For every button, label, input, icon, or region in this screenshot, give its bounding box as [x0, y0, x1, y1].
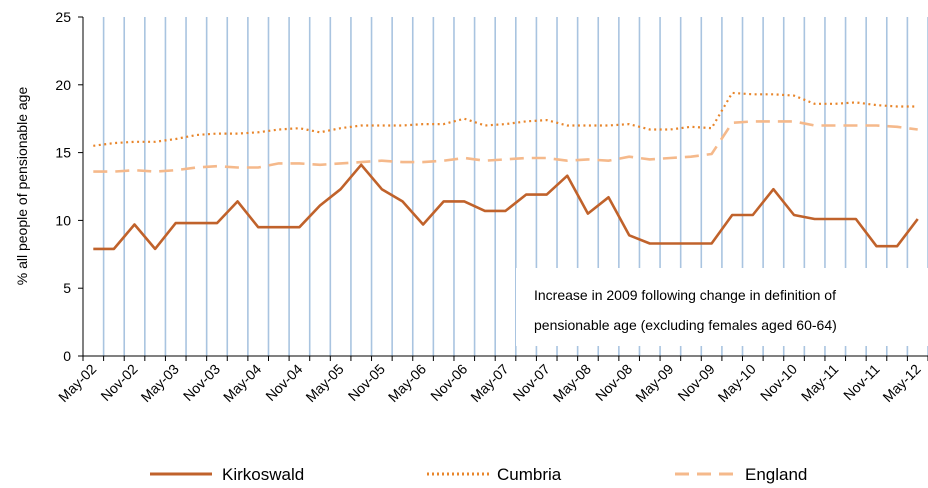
- x-tick-label: Nov-11: [840, 361, 883, 404]
- x-tick-label: May-06: [385, 361, 429, 405]
- x-tick-label: May-08: [550, 361, 594, 405]
- legend-label-england: England: [745, 465, 807, 484]
- x-tick-label: May-05: [302, 361, 346, 405]
- y-axis-title: % all people of pensionable age: [14, 87, 30, 286]
- y-tick-label: 5: [63, 280, 71, 296]
- y-tick-label: 25: [55, 9, 71, 25]
- series-line-cumbria: [93, 91, 918, 147]
- y-tick-label: 20: [55, 77, 71, 93]
- series-line-england: [93, 120, 918, 173]
- x-tick-label: Nov-03: [180, 361, 223, 404]
- x-tick-label: Nov-05: [345, 361, 388, 404]
- y-tick-label: 15: [55, 145, 71, 161]
- x-tick-label: Nov-10: [757, 361, 800, 404]
- x-tick-label: Nov-04: [262, 361, 305, 404]
- x-tick-label: May-02: [55, 361, 99, 405]
- x-tick-label: May-11: [798, 361, 842, 405]
- x-tick-label: May-10: [715, 361, 759, 405]
- axes: [78, 16, 928, 361]
- legend: Kirkoswald Cumbria England: [150, 465, 807, 484]
- series-lines: [93, 91, 919, 251]
- x-tick-labels: May-02Nov-02May-03Nov-03May-04Nov-04May-…: [55, 361, 924, 405]
- x-tick-label: Nov-07: [510, 361, 553, 404]
- x-tick-label: Nov-08: [592, 361, 635, 404]
- annotation: Increase in 2009 following change in def…: [534, 287, 837, 333]
- annotation-line-1: Increase in 2009 following change in def…: [534, 287, 836, 303]
- x-tick-label: May-12: [879, 361, 923, 405]
- legend-label-kirkoswald: Kirkoswald: [222, 465, 304, 484]
- legend-label-cumbria: Cumbria: [497, 465, 562, 484]
- y-tick-label: 0: [63, 348, 71, 364]
- series-line-kirkoswald: [93, 163, 919, 251]
- annotation-line-2: pensionable age (excluding females aged …: [534, 317, 837, 333]
- x-tick-label: May-04: [220, 361, 264, 405]
- x-tick-label: May-07: [467, 361, 511, 405]
- annotation-background: [516, 268, 928, 346]
- x-tick-label: May-03: [138, 361, 182, 405]
- x-tick-label: Nov-06: [427, 361, 470, 404]
- x-tick-label: Nov-09: [674, 361, 717, 404]
- y-tick-labels: 0 5 10 15 20 25: [55, 9, 71, 364]
- y-tick-label: 10: [55, 212, 71, 228]
- x-tick-label: Nov-02: [97, 361, 140, 404]
- x-tick-label: May-09: [632, 361, 676, 405]
